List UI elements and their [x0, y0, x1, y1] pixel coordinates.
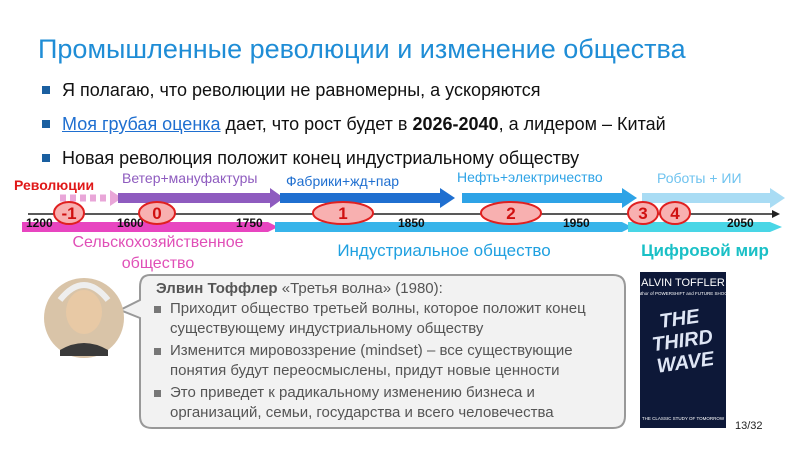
link[interactable]: Моя грубая оценка — [62, 114, 221, 134]
callout-point: Изменится мировоззрение (mindset) – все … — [154, 341, 625, 381]
wave-arrow — [280, 188, 455, 208]
era-band — [22, 222, 278, 232]
book-author: ALVIN TOFFLER — [641, 277, 725, 289]
portrait-body — [60, 343, 108, 356]
portrait-hair — [57, 282, 111, 302]
callout: Элвин Тоффлер «Третья волна» (1980): При… — [140, 275, 625, 428]
wave-label: Нефть+электричество — [457, 169, 603, 185]
revolution-oval — [53, 201, 85, 225]
revolution-oval — [480, 201, 542, 225]
bullet-marker — [42, 154, 50, 162]
revolution-oval — [659, 201, 691, 225]
year-label: 2050 — [727, 216, 754, 230]
bullet: Я полагаю, что революции не равномерны, … — [62, 80, 541, 100]
era-label: общество — [122, 255, 195, 272]
book-cover — [640, 272, 726, 428]
revolutions-label: Революции — [14, 177, 94, 193]
revolution-number: 2 — [506, 204, 515, 223]
wave-label: Ветер+мануфактуры — [122, 170, 258, 186]
year-label: 1200 — [26, 216, 53, 230]
era-band — [628, 222, 782, 232]
era-label: Цифровой мир — [641, 241, 769, 260]
bullet: Моя грубая оценка дает, что рост будет в… — [62, 114, 666, 135]
revolution-number: 3 — [638, 204, 647, 223]
era-band — [275, 222, 632, 232]
revolution-number: 0 — [152, 204, 161, 223]
callout-heading: Элвин Тоффлер «Третья волна» (1980): — [156, 280, 625, 297]
revolution-oval — [312, 201, 374, 225]
revolution-number: 4 — [670, 204, 680, 223]
era-label: Индустриальное общество — [337, 241, 550, 260]
bullet: Новая революция положит конец индустриал… — [62, 148, 580, 168]
wave-label: Роботы + ИИ — [657, 170, 742, 186]
year-label: 1750 — [236, 216, 263, 230]
bold-text: 2026-2040 — [412, 114, 499, 134]
source: «Третья волна» (1980): — [277, 280, 443, 297]
bullet-marker — [42, 86, 50, 94]
arrow-head — [772, 210, 780, 218]
callout-point: Приходит общество третьей волны, которое… — [154, 299, 625, 339]
arrow-head — [110, 190, 122, 206]
year-label: 1850 — [398, 216, 425, 230]
bullet-marker — [42, 120, 50, 128]
callout-box — [117, 274, 626, 429]
text: дает, что рост будет в — [220, 114, 413, 134]
book-byline: Author of POWERSHIFT and FUTURE SHOCK — [636, 291, 731, 296]
revolution-oval — [138, 201, 176, 225]
year-label: 1600 — [117, 216, 144, 230]
revolution-oval — [627, 201, 659, 225]
era-label: Сельскохозяйственное — [73, 234, 244, 251]
wave-label: Фабрики+жд+пар — [286, 173, 399, 189]
author: Элвин Тоффлер — [156, 280, 278, 297]
callout-point: Это приведет к радикальному изменению би… — [154, 383, 625, 423]
page-number: 13/32 — [735, 420, 763, 432]
revolution-number: 1 — [338, 204, 347, 223]
book-tagline: THE CLASSIC STUDY OF TOMORROW — [642, 416, 725, 421]
text: , а лидером – Китай — [498, 114, 666, 134]
slide-title: Промышленные революции и изменение общес… — [38, 34, 686, 64]
revolution-number: -1 — [61, 204, 76, 223]
portrait-face — [66, 290, 102, 334]
year-label: 1950 — [563, 216, 590, 230]
